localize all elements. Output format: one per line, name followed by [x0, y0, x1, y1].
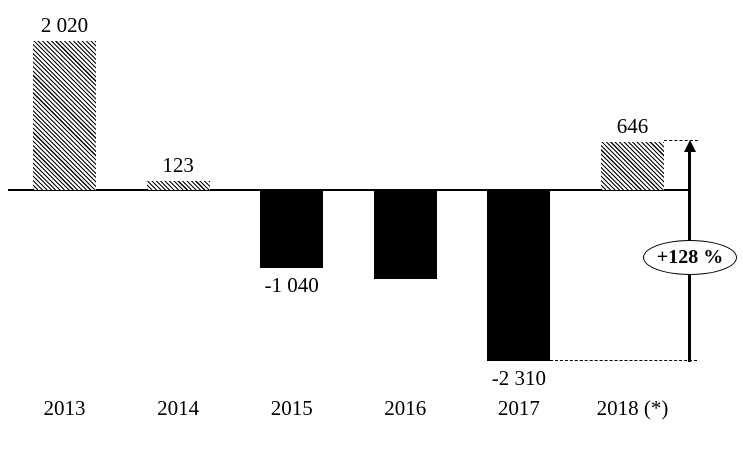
- value-label-2013: 2 020: [40, 13, 89, 37]
- bar-2013: [33, 41, 96, 190]
- growth-badge: +128 %: [643, 240, 737, 275]
- bar-2016: [373, 190, 437, 279]
- value-label-2017: -2 310: [491, 366, 547, 391]
- x-tick-label-2014: 2014: [157, 396, 200, 420]
- x-tick-label-2017: 2017: [497, 396, 540, 420]
- bar-2014: [146, 180, 210, 190]
- growth-badge-label: +128 %: [656, 246, 724, 268]
- dashed-guide-top: [664, 140, 698, 142]
- x-tick-label-2016: 2016: [384, 396, 427, 420]
- growth-arrow-head-icon: [683, 139, 696, 152]
- dashed-guide-bottom: [550, 360, 698, 362]
- x-tick-label-2018: 2018 (*): [596, 396, 669, 420]
- bar-2015: [260, 190, 324, 268]
- value-label-2014: 123: [162, 152, 194, 177]
- bar-2018: [601, 142, 664, 190]
- value-label-2018: 646: [616, 114, 649, 139]
- value-label-2015: -1 040: [264, 272, 319, 297]
- bar-2017: [487, 190, 551, 362]
- x-tick-label-2013: 2013: [43, 396, 86, 420]
- x-axis-line: [8, 189, 690, 191]
- x-tick-label-2015: 2015: [270, 396, 313, 420]
